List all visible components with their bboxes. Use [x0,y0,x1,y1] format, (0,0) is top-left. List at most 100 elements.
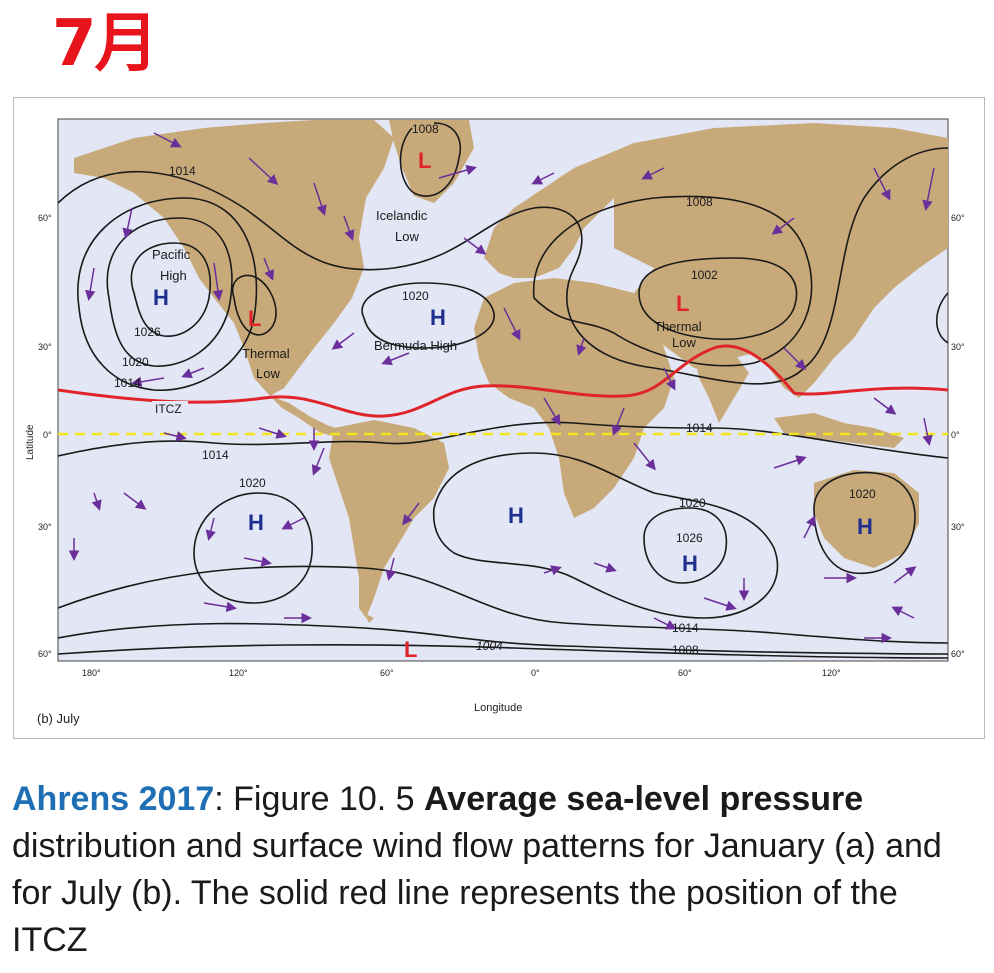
isobar-1020-atl [361,282,495,349]
isobar-l-thermal-na [232,274,277,336]
wind-arrow [893,566,917,584]
wind-arrow [263,257,275,281]
land-tierra-del-fuego [364,613,374,623]
wind-arrow [922,417,933,446]
wind-arrow [803,515,816,539]
isobar-label: 1014 [169,164,196,178]
wind-arrow [85,267,96,301]
wind-arrow [248,157,279,186]
axis-x-label: Longitude [474,702,522,714]
isobar-label: 1008 [686,195,713,209]
pressure-center-group: L H L H L H H H H L [153,148,873,662]
isobar-label-group: 1014 1008 1008 1002 1020 1026 1020 1014 … [114,122,876,657]
center-name: Thermal [242,346,290,361]
wind-arrow [771,217,795,235]
center-name: Thermal [654,319,702,334]
isobar-east-edge [936,292,948,344]
isobar-label: 1020 [239,476,266,490]
isobar-1002 [638,257,798,341]
wind-arrow [311,447,325,476]
wind-arrow [181,367,205,379]
isobar-label: 1014 [114,376,141,390]
low-center-iceland: L [418,148,431,173]
isobar-1014-south [58,565,948,644]
isobar-label: 1014 [202,448,229,462]
wind-arrow [153,132,182,148]
itcz-line [58,344,948,418]
isobar-1014-eq [58,421,948,459]
caption-bold: Average sea-level pressure [424,780,864,818]
wind-arrow [703,597,737,611]
itcz-label: ITCZ [155,402,182,416]
lon-tick: 60° [380,668,394,678]
wind-arrow [773,455,807,469]
isobar-1020-spac [193,492,313,604]
isobar-label: 1004 [476,639,503,653]
lat-tick-right: 0° [951,430,960,440]
center-name: Low [672,335,696,350]
isobars [58,122,948,659]
axis-y-label: Latitude [25,424,36,460]
wind-arrow [438,165,477,179]
center-name: Bermuda High [374,338,457,353]
wind-arrow [258,427,287,439]
isobar-1004 [58,622,948,655]
center-name: High [160,268,187,283]
center-name: Pacific [152,247,191,262]
lat-tick-left: 60° [38,649,52,659]
high-center-south-pacific: H [248,510,264,535]
wind-arrow [891,606,915,619]
wind-arrow [576,337,587,356]
wind-arrow [783,347,807,371]
isobar-1014-pac [77,197,258,391]
isobar-label: 1002 [691,268,718,282]
center-name: Low [256,366,280,381]
wind-arrow [281,517,305,530]
isobar-1008-iceland [399,122,461,197]
high-center-australia: H [857,514,873,539]
wind-arrow [873,167,891,201]
isobar-1008-asia [532,195,813,367]
lat-tick-right: 60° [951,649,965,659]
land-indonesia [774,413,904,448]
figure-panel: 1014 1008 1008 1002 1020 1026 1020 1014 … [13,97,985,739]
lat-tick-right: 30° [951,522,965,532]
high-center-bermuda: H [430,305,446,330]
pressure-map: 1014 1008 1008 1002 1020 1026 1020 1014 … [25,118,965,714]
lon-ticks: 180° 120° 60° 0° 60° 120° [82,668,841,678]
lat-tick-left: 30° [38,522,52,532]
lat-tick-left: 60° [38,213,52,223]
isobar-1014-north [58,147,948,385]
panel-label: (b) July [37,711,80,726]
isobar-label: 1026 [134,325,161,339]
wind-arrow [163,431,187,442]
lat-tick-right: 60° [951,213,965,223]
caption-sep: : Figure 10. 5 [214,780,425,818]
low-center-asia-thermal: L [676,291,689,316]
land-greenland [389,120,474,203]
lat-ticks: 60° 30° 0° 30° 60° 60° 30° 0° 30° 60° [38,213,965,659]
land-central-america [270,396,344,438]
wind-arrow [663,367,676,391]
isobar-1020-satl [432,452,779,619]
isobar-label: 1020 [402,289,429,303]
wind-arrow [91,492,102,511]
isobar-label: 1008 [672,643,699,657]
lon-tick: 180° [82,668,101,678]
center-name-group: Icelandic Low Pacific High Thermal Low B… [152,208,702,381]
wind-arrow [873,397,897,415]
land-north-america [74,120,394,396]
wind-arrow [203,601,237,612]
lon-tick: 0° [531,668,540,678]
center-name: Low [395,229,419,244]
wind-arrows [68,132,935,644]
high-center-pacific: H [153,285,169,310]
land-australia [814,470,919,568]
isobar-label: 1020 [122,355,149,369]
high-center-south-atlantic: H [508,503,524,528]
isobar-1020-pac [106,217,233,367]
wind-arrow [381,352,410,366]
wind-arrow [633,442,656,471]
wind-arrow [641,167,665,180]
wind-arrow [531,172,555,185]
